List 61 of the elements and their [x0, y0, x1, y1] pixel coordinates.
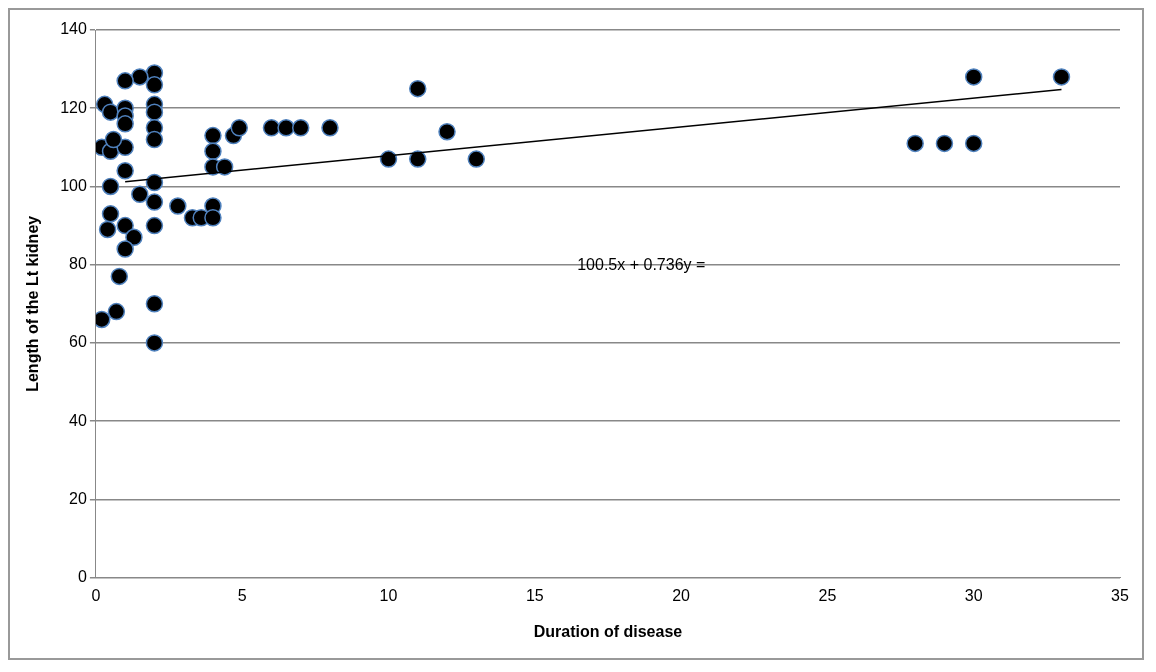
point: [169, 197, 187, 215]
point: [98, 220, 117, 239]
y-tick-label: 40: [69, 411, 87, 429]
y-tick-label: 20: [69, 489, 87, 507]
point: [145, 173, 164, 192]
point: [321, 119, 339, 137]
point: [110, 267, 129, 286]
x-tick-label: 30: [964, 586, 983, 604]
point: [204, 126, 222, 145]
point: [107, 302, 126, 321]
point: [101, 177, 120, 196]
x-tick-label: 35: [1111, 586, 1129, 604]
point: [101, 205, 120, 223]
y-tick-label: 80: [69, 255, 87, 273]
point: [409, 79, 427, 98]
point: [291, 119, 310, 137]
y-tick-label: 60: [69, 333, 87, 351]
x-tick-label: 10: [379, 586, 398, 604]
point: [145, 193, 164, 211]
point: [204, 209, 222, 227]
point: [215, 158, 234, 176]
point: [145, 76, 164, 94]
annotation: 100.5x + 0.736y =: [577, 255, 706, 273]
point: [116, 162, 134, 180]
point: [145, 103, 164, 121]
point: [277, 119, 295, 137]
point: [467, 150, 486, 168]
point: [116, 72, 134, 90]
point: [935, 134, 954, 153]
point: [230, 119, 249, 137]
point: [964, 68, 983, 86]
point: [104, 130, 123, 149]
x-tick-label: 0: [91, 586, 101, 604]
point: [116, 115, 134, 133]
point: [125, 228, 143, 247]
point: [906, 134, 924, 153]
point: [145, 216, 164, 235]
point: [145, 334, 164, 352]
point: [438, 122, 456, 141]
point: [116, 216, 134, 235]
point: [964, 134, 983, 153]
y-axis-title: Length of the Lt kidney: [24, 215, 42, 392]
point: [409, 150, 427, 168]
x-tick-label: 25: [818, 586, 837, 604]
point: [262, 119, 281, 137]
x-tick-label: 5: [237, 586, 247, 604]
y-tick-label: 0: [77, 568, 87, 586]
point: [1052, 68, 1071, 86]
point: [204, 142, 222, 160]
point: [131, 68, 149, 86]
x-tick-label: 15: [525, 586, 544, 604]
point: [101, 103, 120, 121]
point: [145, 130, 164, 149]
x-tick-label: 20: [672, 586, 691, 604]
x-axis-title: Duration of disease: [533, 622, 683, 640]
point: [145, 295, 164, 313]
point: [131, 185, 149, 204]
y-tick-label: 140: [60, 20, 87, 38]
y-tick-label: 120: [60, 98, 87, 116]
point: [116, 240, 134, 258]
y-tick-label: 100: [60, 176, 87, 194]
